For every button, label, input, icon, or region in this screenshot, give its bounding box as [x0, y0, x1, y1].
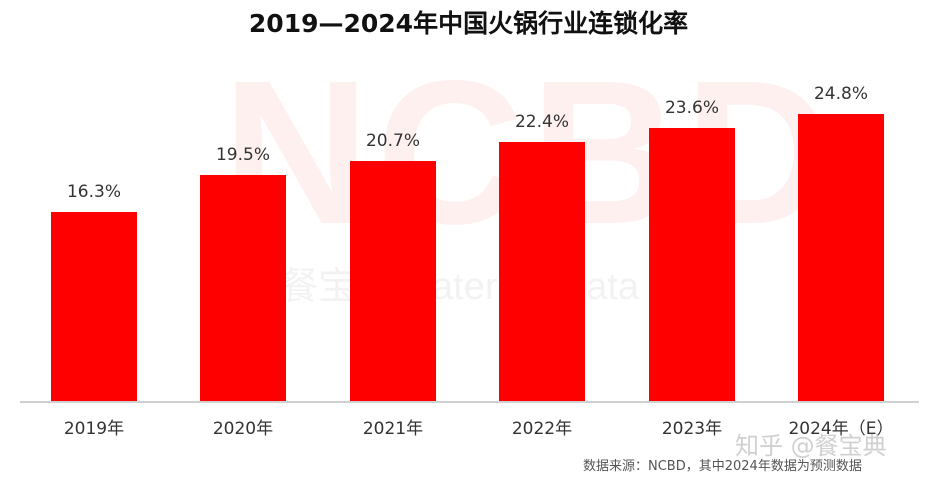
chart-title: 2019—2024年中国火锅行业连锁化率 [248, 9, 689, 38]
x-axis-line [20, 401, 919, 403]
x-axis-tick-label: 2019年 [63, 419, 125, 439]
x-axis-tick-label: 2022年 [511, 419, 573, 439]
bar-value-label: 19.5% [215, 145, 270, 165]
bar-value-label: 24.8% [813, 84, 868, 104]
bar-4 [649, 128, 735, 401]
bar-value-label: 20.7% [365, 131, 420, 151]
bar-3 [499, 142, 585, 401]
x-axis-tick-label: 2020年 [212, 419, 274, 439]
bar-5 [798, 114, 884, 401]
bar-value-label: 23.6% [664, 98, 719, 118]
zhihu-watermark: 知乎 @餐宝典 [735, 432, 887, 460]
bar-value-label: 22.4% [514, 112, 569, 132]
source-note: 数据来源：NCBD，其中2024年数据为预测数据 [583, 459, 862, 474]
bar-value-label: 16.3% [66, 182, 121, 202]
x-axis-tick-label: 2023年 [661, 419, 723, 439]
x-axis-tick-label: 2024年（E） [788, 419, 894, 439]
bar-2 [350, 161, 436, 401]
x-axis-tick-label: 2021年 [362, 419, 424, 439]
bar-1 [200, 175, 286, 401]
bar-0 [51, 212, 137, 401]
